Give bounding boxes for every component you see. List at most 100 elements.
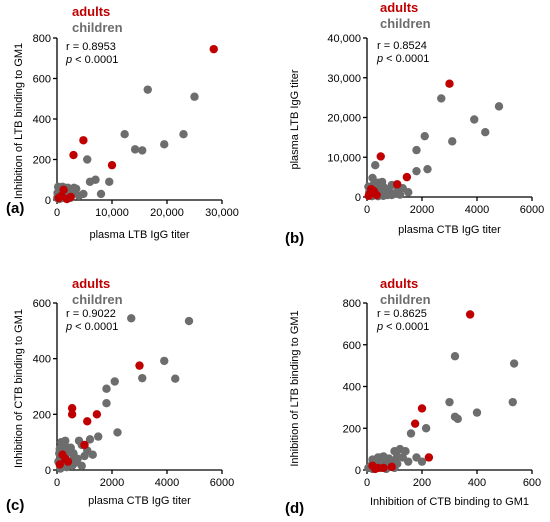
child-point xyxy=(412,145,421,155)
y-tick-label: 400 xyxy=(33,354,51,366)
adult-point xyxy=(402,172,412,182)
child-point xyxy=(404,457,413,466)
child-point xyxy=(481,128,490,137)
stat-r: r = 0.8524 xyxy=(377,40,427,52)
x-tick-label: 0 xyxy=(364,477,370,489)
panel-letter: (a) xyxy=(6,200,24,217)
child-point xyxy=(171,374,180,383)
adult-point xyxy=(55,460,64,469)
stat-p-symbol: p xyxy=(376,53,383,65)
y-axis-title: plasma LTB IgG titer xyxy=(289,69,301,169)
y-tick-label: 600 xyxy=(343,340,361,352)
adult-point xyxy=(135,361,144,370)
stat-p: p < 0.0001 xyxy=(376,321,429,333)
child-point xyxy=(160,140,169,149)
legend-adults: adults xyxy=(72,276,110,291)
child-point xyxy=(105,177,114,186)
stat-p-symbol: p xyxy=(65,321,72,333)
adult-point xyxy=(107,160,117,170)
x-tick-label: 6000 xyxy=(520,204,544,216)
x-axis-title: Inhibition of CTB binding to GM1 xyxy=(370,496,529,508)
x-axis-title: plasma LTB IgG titer xyxy=(89,229,189,241)
x-tick-label: 2000 xyxy=(100,477,124,489)
child-point xyxy=(130,145,140,154)
stat-p: p < 0.0001 xyxy=(65,54,118,66)
child-point xyxy=(423,164,432,174)
stat-p-symbol: p xyxy=(376,321,383,333)
panel-letter: (d) xyxy=(285,500,304,517)
child-point xyxy=(421,424,431,433)
stat-r: r = 0.9022 xyxy=(66,308,116,320)
x-tick-label: 0 xyxy=(54,207,60,219)
x-tick-label: 10,000 xyxy=(95,207,129,219)
child-point xyxy=(120,129,129,139)
child-point xyxy=(401,447,410,456)
child-point xyxy=(102,399,111,408)
chart-panel-1: 0 200 400 600 800 0 10,000 20,000 30,000 plasma L… xyxy=(6,4,239,241)
y-tick-label: 0 xyxy=(355,465,361,477)
y-tick-label: 400 xyxy=(33,114,51,126)
stat-p-value: < 0.0001 xyxy=(383,321,429,333)
child-point xyxy=(371,161,380,170)
child-point xyxy=(88,450,97,459)
x-tick-label: 6000 xyxy=(210,477,234,489)
child-point xyxy=(412,166,421,176)
y-tick-label: 600 xyxy=(33,298,51,310)
child-point xyxy=(143,85,152,94)
y-tick-label: 800 xyxy=(343,298,361,310)
x-tick-label: 30,000 xyxy=(205,207,239,219)
stat-p-symbol: p xyxy=(65,54,72,66)
adult-point xyxy=(387,462,396,472)
child-point xyxy=(60,440,69,450)
child-point xyxy=(65,447,74,457)
stat-p-value: < 0.0001 xyxy=(72,321,118,333)
y-tick-label: 0 xyxy=(45,195,51,207)
adult-point xyxy=(410,419,420,428)
stat-p: p < 0.0001 xyxy=(376,53,429,65)
adult-point xyxy=(67,410,77,419)
y-tick-label: 200 xyxy=(33,409,51,421)
child-point xyxy=(379,455,388,464)
adult-point xyxy=(393,180,402,189)
child-point xyxy=(127,314,136,323)
child-point xyxy=(448,137,457,146)
adult-point xyxy=(79,136,88,145)
child-point xyxy=(494,102,504,111)
child-point xyxy=(420,131,429,141)
y-tick-label: 40,000 xyxy=(327,33,361,45)
y-tick-label: 200 xyxy=(33,155,51,167)
chart-panel-2: 0 10,000 20,000 30,000 40,000 0 2000 4000 6000 pl… xyxy=(285,0,544,247)
stat-r: r = 0.8953 xyxy=(66,41,116,53)
legend-adults: adults xyxy=(380,276,418,291)
child-point xyxy=(190,92,199,101)
adult-point xyxy=(465,310,475,319)
legend-children: children xyxy=(72,20,123,35)
adult-point xyxy=(67,404,77,413)
x-tick-label: 400 xyxy=(468,477,486,489)
child-point xyxy=(450,352,460,361)
legend-children: children xyxy=(380,292,431,307)
child-point xyxy=(437,94,446,103)
adult-point xyxy=(379,463,388,473)
adult-point xyxy=(376,152,385,161)
child-point xyxy=(77,461,86,471)
y-tick-label: 10,000 xyxy=(327,152,361,164)
y-axis-title: Inhibition of CTB binding to GM1 xyxy=(13,309,25,468)
y-tick-label: 20,000 xyxy=(327,113,361,125)
x-axis-title: plasma CTB IgG titer xyxy=(88,495,191,507)
child-point xyxy=(184,316,194,326)
child-point xyxy=(113,428,122,437)
y-axis-title: Inhibition of LTB binding to GM1 xyxy=(289,310,301,466)
y-tick-label: 0 xyxy=(355,192,361,204)
child-point xyxy=(138,373,147,383)
child-point xyxy=(368,173,377,183)
stat-p-value: < 0.0001 xyxy=(383,53,429,65)
x-tick-label: 600 xyxy=(523,477,541,489)
adult-point xyxy=(371,464,380,474)
adult-point xyxy=(424,453,434,462)
child-point xyxy=(110,377,119,386)
child-point xyxy=(453,414,462,424)
x-tick-label: 4000 xyxy=(465,204,489,216)
y-tick-label: 200 xyxy=(343,423,361,435)
